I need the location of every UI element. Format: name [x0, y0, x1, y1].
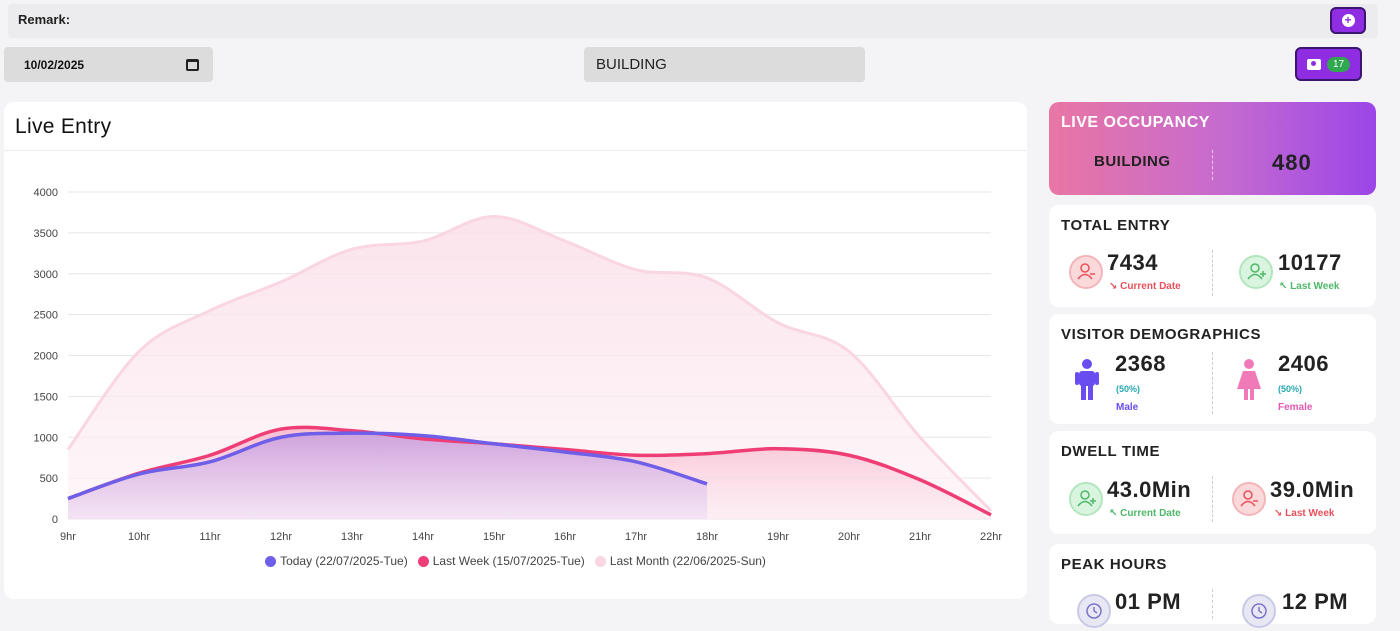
male-icon — [1073, 358, 1101, 407]
area-today — [68, 433, 707, 519]
date-value: 10/02/2025 — [24, 57, 85, 72]
divider — [1212, 352, 1213, 414]
x-tick-label: 20hr — [838, 531, 860, 543]
peak-title: PEAK HOURS — [1061, 556, 1168, 573]
occupancy-value: 480 — [1272, 150, 1312, 175]
y-tick-label: 1000 — [34, 432, 58, 444]
date-input[interactable]: 10/02/2025 — [4, 47, 213, 82]
y-tick-label: 3500 — [34, 228, 58, 240]
x-tick-label: 10hr — [128, 531, 150, 543]
legend-dot — [594, 555, 606, 567]
x-tick-label: 11hr — [199, 531, 221, 543]
remark-label: Remark: — [18, 12, 71, 27]
dwell-current-label: ↖ Current Date — [1109, 508, 1181, 519]
live-entry-title: Live Entry — [15, 115, 112, 138]
dwell-time-card: DWELL TIME 43.0Min ↖ Current Date 39.0Mi… — [1049, 431, 1376, 534]
clock-icon — [1077, 594, 1111, 628]
x-tick-label: 12hr — [270, 531, 292, 543]
female-percent: (50%) — [1278, 384, 1303, 394]
user-plus-icon — [1239, 255, 1273, 289]
label-text: Last Week — [1290, 281, 1340, 292]
x-tick-label: 17hr — [625, 531, 647, 543]
plus-circle-icon: + — [1341, 14, 1355, 27]
peak-last-value: 12 PM — [1282, 589, 1349, 614]
dwell-title: DWELL TIME — [1061, 443, 1161, 460]
total-entry-last-value: 10177 — [1278, 250, 1342, 275]
add-remark-button[interactable]: + — [1330, 7, 1366, 34]
x-tick-label: 13hr — [341, 531, 363, 543]
peak-hours-card: PEAK HOURS 01 PM 12 PM — [1049, 544, 1376, 628]
camera-button[interactable]: 17 — [1295, 47, 1362, 81]
y-tick-label: 500 — [40, 473, 58, 485]
total-entry-card: TOTAL ENTRY 7434 ↘ Current Date 10177 ↖ … — [1049, 205, 1376, 307]
total-entry-last-label: ↖ Last Week — [1279, 281, 1340, 292]
occupancy-title: LIVE OCCUPANCY — [1061, 114, 1210, 131]
x-tick-label: 16hr — [554, 531, 576, 543]
y-tick-label: 1500 — [34, 391, 58, 403]
legend-dot — [265, 555, 277, 567]
user-minus-icon — [1069, 255, 1103, 289]
dwell-last-label: ↘ Last Week — [1274, 508, 1335, 519]
legend-last-month[interactable]: Last Month (22/06/2025-Sun) — [594, 554, 766, 568]
live-entry-card: Live Entry 4000 3500 3000 2500 2000 1500 1000 5… — [4, 102, 1027, 599]
y-tick-label: 2000 — [34, 351, 58, 363]
legend-label: Today (22/07/2025-Tue) — [280, 554, 408, 568]
divider — [1212, 476, 1213, 522]
card-divider — [4, 150, 1027, 151]
total-entry-current-value: 7434 — [1107, 250, 1158, 275]
total-entry-title: TOTAL ENTRY — [1061, 217, 1171, 234]
x-tick-label: 9hr — [60, 531, 76, 543]
female-icon — [1235, 358, 1263, 407]
camera-icon — [1306, 58, 1321, 70]
x-tick-label: 21hr — [909, 531, 931, 543]
male-value: 2368 — [1115, 351, 1166, 376]
label-text: Current Date — [1120, 281, 1181, 292]
female-label: Female — [1278, 402, 1313, 413]
dwell-last-value: 39.0Min — [1270, 477, 1355, 502]
y-tick-label: 4000 — [34, 187, 58, 199]
x-tick-label: 22hr — [980, 531, 1002, 543]
x-tick-label: 19hr — [767, 531, 789, 543]
building-select[interactable]: BUILDING — [584, 47, 865, 82]
legend-label: Last Month (22/06/2025-Sun) — [609, 554, 766, 568]
divider — [1212, 589, 1213, 619]
divider — [1212, 150, 1213, 180]
chart-legend: Today (22/07/2025-Tue) Last Week (15/07/… — [4, 554, 1027, 568]
male-percent: (50%) — [1116, 384, 1141, 394]
legend-dot — [417, 555, 429, 567]
remark-bar: Remark: + — [8, 4, 1378, 38]
x-tick-label: 15hr — [483, 531, 505, 543]
x-tick-label: 14hr — [412, 531, 434, 543]
camera-count-badge: 17 — [1326, 56, 1351, 72]
y-tick-label: 2500 — [34, 310, 58, 322]
label-text: Current Date — [1120, 508, 1181, 519]
line-last-month — [66, 215, 993, 512]
building-select-value: BUILDING — [596, 56, 667, 73]
x-tick-label: 18hr — [696, 531, 718, 543]
y-tick-label: 3000 — [34, 269, 58, 281]
divider — [1212, 250, 1213, 296]
user-minus-icon — [1232, 482, 1266, 516]
line-today — [67, 431, 708, 501]
peak-current-value: 01 PM — [1115, 589, 1182, 614]
calendar-icon[interactable] — [186, 58, 199, 71]
demographics-title: VISITOR DEMOGRAPHICS — [1061, 326, 1262, 343]
label-text: Last Week — [1285, 508, 1335, 519]
live-entry-chart: 4000 3500 3000 2500 2000 1500 1000 500 0 9hr 10hr… — [34, 187, 1003, 543]
legend-label: Last Week (15/07/2025-Tue) — [432, 554, 585, 568]
dwell-current-value: 43.0Min — [1107, 477, 1192, 502]
y-tick-label: 0 — [52, 514, 58, 526]
visitor-demographics-card: VISITOR DEMOGRAPHICS 2368 (50%) Male 240… — [1049, 314, 1376, 424]
legend-today[interactable]: Today (22/07/2025-Tue) — [265, 554, 408, 568]
live-occupancy-card: LIVE OCCUPANCY BUILDING 480 — [1049, 102, 1376, 195]
user-plus-icon — [1069, 482, 1103, 516]
male-label: Male — [1116, 402, 1139, 413]
legend-last-week[interactable]: Last Week (15/07/2025-Tue) — [417, 554, 585, 568]
clock-icon — [1242, 594, 1276, 628]
occupancy-label: BUILDING — [1094, 153, 1171, 170]
total-entry-current-label: ↘ Current Date — [1109, 281, 1181, 292]
female-value: 2406 — [1278, 351, 1329, 376]
